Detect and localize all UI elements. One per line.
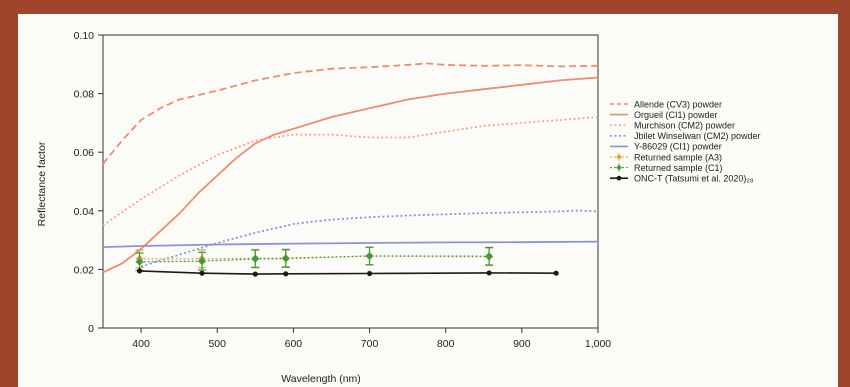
legend-swatch-marker — [616, 154, 622, 160]
data-point — [486, 270, 492, 276]
x-tick-label: 800 — [437, 338, 455, 350]
y-tick-label: 0.02 — [74, 264, 95, 276]
series-line — [140, 209, 599, 268]
x-tick-label: 700 — [361, 338, 379, 350]
legend-label: Allende (CV3) powder — [634, 99, 722, 109]
legend-swatch-marker — [616, 175, 622, 181]
chart-panel: 400 500 600 700 800 900 1,000 0 0.02 0.04 0.06 0.08… — [18, 14, 838, 387]
legend-item: Y-86029 (CI1) powder — [610, 142, 722, 152]
plot-frame — [102, 34, 599, 329]
series-4 — [102, 240, 599, 248]
axes: 400 500 600 700 800 900 1,000 0 0.02 0.04 0.06 0.08… — [74, 30, 612, 350]
data-point — [251, 254, 260, 263]
legend-item: ONC-T (Tatsumi et al. 2020)₂₈ — [610, 174, 754, 184]
x-axis-label: Wavelength (nm) — [281, 373, 361, 385]
x-tick-label: 1,000 — [585, 338, 611, 350]
x-tick-label: 900 — [513, 338, 531, 350]
legend-item: Returned sample (A3) — [610, 152, 722, 162]
series-line — [102, 76, 599, 274]
legend-item: Murchison (CM2) powder — [610, 121, 735, 131]
y-tick-label: 0.10 — [74, 30, 95, 42]
legend-label: Y-86029 (CI1) powder — [634, 142, 722, 152]
series-line — [139, 255, 490, 263]
series-5 — [135, 246, 494, 269]
reflectance-chart: 400 500 600 700 800 900 1,000 0 0.02 0.04 0.06 0.08… — [36, 30, 761, 385]
y-axis-label: Reflectance factor — [36, 141, 48, 226]
legend-item: Orgueil (CI1) powder — [610, 110, 718, 120]
data-point — [485, 252, 494, 261]
data-point — [198, 257, 206, 266]
legend-label: Returned sample (C1) — [634, 163, 723, 173]
legend-label: Returned sample (A3) — [634, 152, 722, 162]
y-tick-label: 0.06 — [74, 147, 95, 159]
data-point — [366, 270, 373, 277]
legend-label: Jbilet Winselwan (CM2) powder — [634, 131, 761, 141]
legend-item: Returned sample (C1) — [610, 163, 723, 173]
legend-label: ONC-T (Tatsumi et al. 2020)₂₈ — [634, 174, 754, 184]
data-point — [199, 270, 205, 276]
series-line — [102, 116, 599, 227]
series-2 — [102, 116, 599, 227]
legend-label: Murchison (CM2) powder — [634, 121, 735, 131]
series-line — [102, 62, 599, 165]
legend-item: Jbilet Winselwan (CM2) powder — [610, 131, 761, 141]
series-line — [102, 240, 599, 248]
data-point — [281, 254, 290, 263]
series-0 — [102, 62, 599, 165]
x-tick-label: 400 — [132, 338, 150, 350]
series-1 — [102, 76, 599, 274]
legend-item: Allende (CV3) powder — [610, 99, 722, 109]
data-point — [252, 271, 258, 277]
data-point — [553, 270, 559, 276]
plot-area — [102, 62, 599, 277]
x-tick-label: 500 — [208, 338, 226, 350]
y-tick-label: 0 — [88, 323, 94, 335]
legend-swatch-marker — [616, 164, 622, 171]
y-tick-label: 0.08 — [74, 89, 95, 101]
y-tick-label: 0.04 — [74, 206, 95, 218]
data-point — [365, 251, 374, 260]
x-tick-label: 600 — [285, 338, 303, 350]
data-point — [283, 271, 289, 277]
series-7 — [136, 268, 559, 277]
legend-label: Orgueil (CI1) powder — [634, 110, 718, 120]
series-3 — [140, 209, 599, 268]
data-point — [136, 268, 143, 274]
